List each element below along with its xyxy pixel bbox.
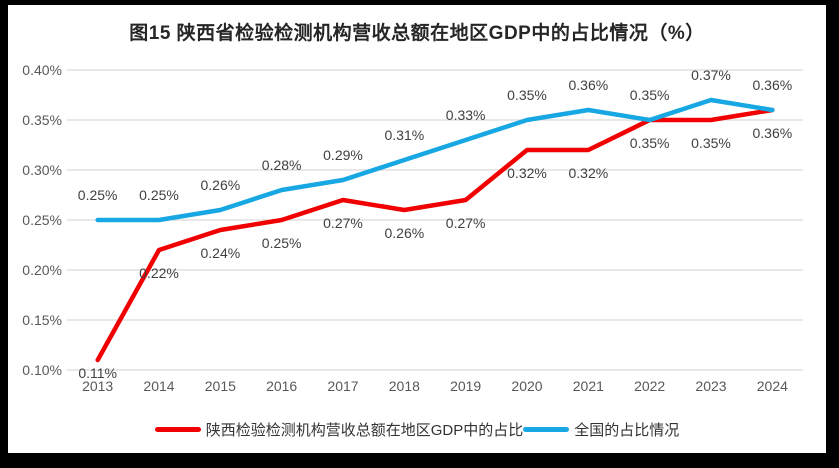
chart-canvas: 图15 陕西省检验检测机构营收总额在地区GDP中的占比情况（%） 0.40% 0.… xyxy=(8,5,826,453)
data-label: 0.36% xyxy=(752,77,793,93)
data-label: 0.25% xyxy=(139,187,179,203)
data-label: 0.31% xyxy=(384,127,425,143)
series-line-shaanxi xyxy=(95,107,775,363)
y-axis-tick-label: 0.20% xyxy=(22,262,62,278)
y-axis-tick-label: 0.30% xyxy=(22,162,62,178)
legend-label-national: 全国的占比情况 xyxy=(574,422,680,439)
legend-label-shaanxi: 陕西检验检测机构营收总额在地区GDP中的占比 xyxy=(205,422,524,439)
chart-title: 图15 陕西省检验检测机构营收总额在地区GDP中的占比情况（%） xyxy=(129,23,705,44)
data-label: 0.22% xyxy=(139,265,179,281)
data-label: 0.29% xyxy=(323,147,363,163)
x-axis-tick-label: 2013 xyxy=(82,378,114,394)
y-axis-tick-label: 0.40% xyxy=(22,62,62,78)
x-axis-tick-label: 2015 xyxy=(204,378,236,394)
x-axis-tick-label: 2022 xyxy=(634,378,666,394)
x-axis-tick-label: 2024 xyxy=(756,378,788,394)
plot-area xyxy=(67,69,803,371)
data-label: 0.35% xyxy=(507,87,547,103)
data-label: 0.27% xyxy=(445,215,486,231)
data-label: 0.37% xyxy=(691,67,731,83)
data-label: 0.35% xyxy=(691,135,731,151)
legend-item-shaanxi: 陕西检验检测机构营收总额在地区GDP中的占比 xyxy=(154,419,524,440)
y-axis-tick-label: 0.25% xyxy=(22,212,62,228)
data-label: 0.28% xyxy=(261,157,302,173)
x-axis-tick-label: 2019 xyxy=(450,378,482,394)
x-axis-tick-label: 2018 xyxy=(388,378,420,394)
data-label: 0.36% xyxy=(568,77,609,93)
x-axis-tick-label: 2020 xyxy=(511,378,543,394)
data-label: 0.33% xyxy=(445,107,486,123)
x-axis-tick-label: 2016 xyxy=(266,378,298,394)
data-label: 0.24% xyxy=(200,245,241,261)
data-label: 0.36% xyxy=(752,125,793,141)
y-axis-tick-label: 0.35% xyxy=(22,112,62,128)
data-label: 0.26% xyxy=(200,177,241,193)
y-axis-tick-label: 0.15% xyxy=(22,312,62,328)
y-axis-tick-label: 0.10% xyxy=(22,362,62,378)
data-label: 0.11% xyxy=(78,365,117,381)
x-axis-tick-label: 2014 xyxy=(143,378,175,394)
x-axis-tick-label: 2021 xyxy=(572,378,604,394)
legend-item-national: 全国的占比情况 xyxy=(523,419,679,440)
series-line-national xyxy=(95,97,775,223)
data-label: 0.35% xyxy=(629,87,670,103)
data-label: 0.26% xyxy=(384,225,425,241)
data-label: 0.27% xyxy=(323,215,363,231)
chart-legend: 陕西检验检测机构营收总额在地区GDP中的占比 全国的占比情况 xyxy=(8,419,826,440)
data-label: 0.35% xyxy=(629,135,670,151)
red-line-swatch-icon xyxy=(154,427,201,432)
data-label: 0.25% xyxy=(77,187,118,203)
data-label: 0.32% xyxy=(568,165,609,181)
x-axis-tick-label: 2017 xyxy=(327,378,359,394)
blue-line-swatch-icon xyxy=(523,427,570,432)
data-label: 0.25% xyxy=(261,235,302,251)
x-axis-tick-label: 2023 xyxy=(695,378,727,394)
data-label: 0.32% xyxy=(507,165,547,181)
